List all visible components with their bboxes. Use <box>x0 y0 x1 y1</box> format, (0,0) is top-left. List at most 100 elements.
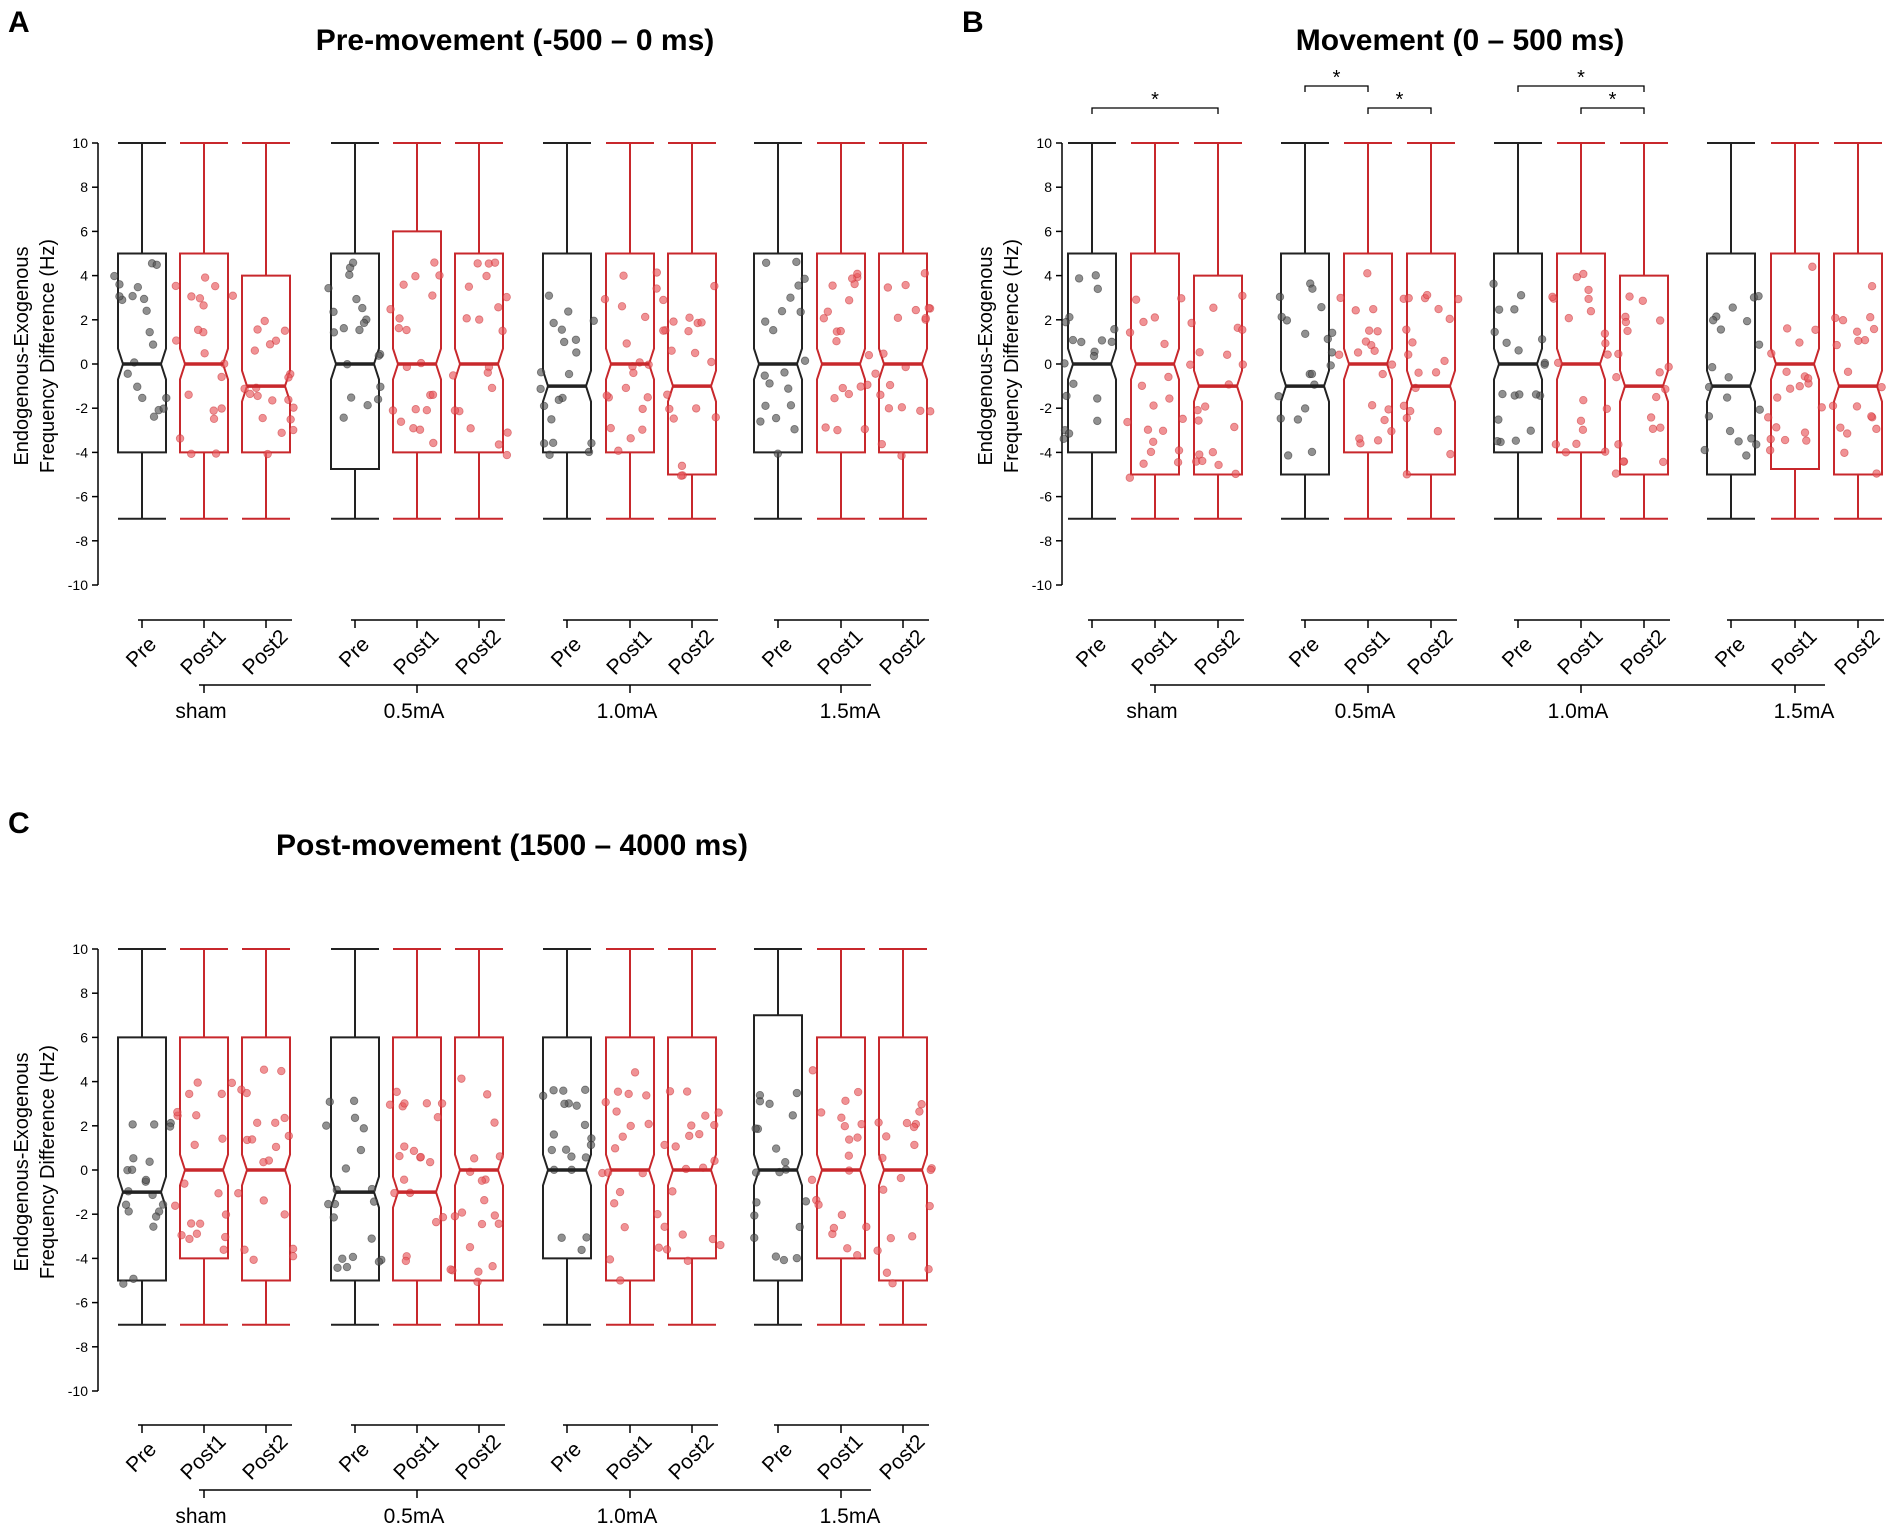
data-point <box>129 1274 138 1283</box>
data-point <box>1817 403 1826 412</box>
data-point <box>263 449 272 459</box>
data-point <box>536 384 545 394</box>
data-point <box>1724 373 1733 382</box>
box-body <box>454 1036 504 1282</box>
data-point <box>897 451 906 460</box>
box-post1-sham <box>170 948 237 1326</box>
data-point <box>1872 469 1881 478</box>
data-point <box>490 1118 499 1127</box>
data-point <box>1431 368 1441 377</box>
category-label: Post1 <box>602 625 656 679</box>
data-point <box>924 303 933 313</box>
data-point <box>110 271 119 281</box>
category-label: Post1 <box>176 625 230 679</box>
data-point <box>437 1099 447 1108</box>
data-point <box>821 423 830 432</box>
data-point <box>921 313 930 323</box>
data-point <box>422 1099 432 1108</box>
data-point <box>796 307 805 317</box>
data-point <box>1317 302 1326 312</box>
box-pre-sham <box>110 142 171 520</box>
data-point <box>330 1199 340 1209</box>
category-label: Post1 <box>1767 625 1821 679</box>
data-point <box>800 356 810 365</box>
data-point <box>771 1252 781 1261</box>
data-point <box>838 383 847 393</box>
data-point <box>356 1145 366 1155</box>
data-point <box>1493 436 1502 446</box>
data-point <box>245 389 255 399</box>
data-point <box>1773 393 1782 402</box>
data-point <box>1867 412 1876 421</box>
data-point <box>926 1165 935 1175</box>
data-point <box>1494 305 1504 314</box>
category-label: Post2 <box>664 625 718 679</box>
data-point <box>920 269 930 278</box>
box-body <box>330 252 380 470</box>
data-point <box>448 371 458 380</box>
data-point <box>902 1118 912 1128</box>
data-point <box>469 1154 479 1163</box>
data-point <box>374 1257 384 1266</box>
data-point <box>1178 414 1187 424</box>
y-tick-label: 6 <box>80 1029 88 1045</box>
box-post1-05ma <box>1334 142 1397 520</box>
data-point <box>1648 424 1658 434</box>
data-point <box>482 1090 492 1099</box>
data-point <box>808 1066 818 1075</box>
data-point <box>1561 448 1571 457</box>
data-point <box>482 271 491 281</box>
box-post1-sham <box>1123 142 1187 520</box>
data-point <box>400 1142 409 1151</box>
data-point <box>538 1091 548 1101</box>
data-point <box>324 283 333 293</box>
data-point <box>1276 414 1285 423</box>
box-post1-05ma <box>385 948 448 1326</box>
data-point <box>280 326 290 335</box>
data-point <box>466 424 475 433</box>
group-label: 1.5mA <box>820 1505 881 1528</box>
data-point <box>1186 360 1195 369</box>
data-point <box>629 368 638 378</box>
data-point <box>853 1087 863 1097</box>
group-label: sham <box>175 700 226 723</box>
data-point <box>660 1222 669 1232</box>
category-label: Pre <box>335 1438 374 1477</box>
significance-star: * <box>1609 89 1617 111</box>
box-post2-sham <box>234 948 298 1326</box>
data-point <box>402 325 411 335</box>
data-point <box>1434 304 1443 314</box>
data-point <box>1283 451 1293 460</box>
data-point <box>1498 389 1507 399</box>
data-point <box>1828 401 1838 410</box>
data-point <box>1780 435 1790 445</box>
data-point <box>917 1100 926 1109</box>
data-point <box>162 393 171 403</box>
data-point <box>909 1122 919 1132</box>
data-point <box>127 1165 137 1174</box>
data-point <box>545 450 554 460</box>
data-point <box>1387 360 1397 369</box>
data-point <box>342 1262 352 1272</box>
data-point <box>1326 361 1335 370</box>
data-point <box>480 1196 489 1205</box>
data-point <box>1704 412 1714 421</box>
data-point <box>1293 415 1303 424</box>
significance-bracket <box>1304 85 1369 92</box>
data-point <box>1355 434 1364 443</box>
data-point <box>1614 349 1623 359</box>
category-label: Post2 <box>238 625 292 679</box>
data-point <box>141 1175 151 1185</box>
category-label: Pre <box>335 633 374 672</box>
data-point <box>695 1129 704 1139</box>
y-tick-label: 2 <box>80 312 88 328</box>
data-point <box>284 1131 294 1141</box>
data-point <box>1164 372 1173 382</box>
data-point <box>355 325 364 335</box>
data-point <box>1160 339 1169 349</box>
data-point <box>1093 284 1102 294</box>
box-body <box>454 252 504 454</box>
data-point <box>665 1087 675 1096</box>
data-point <box>1323 334 1332 344</box>
data-point <box>1754 291 1763 301</box>
